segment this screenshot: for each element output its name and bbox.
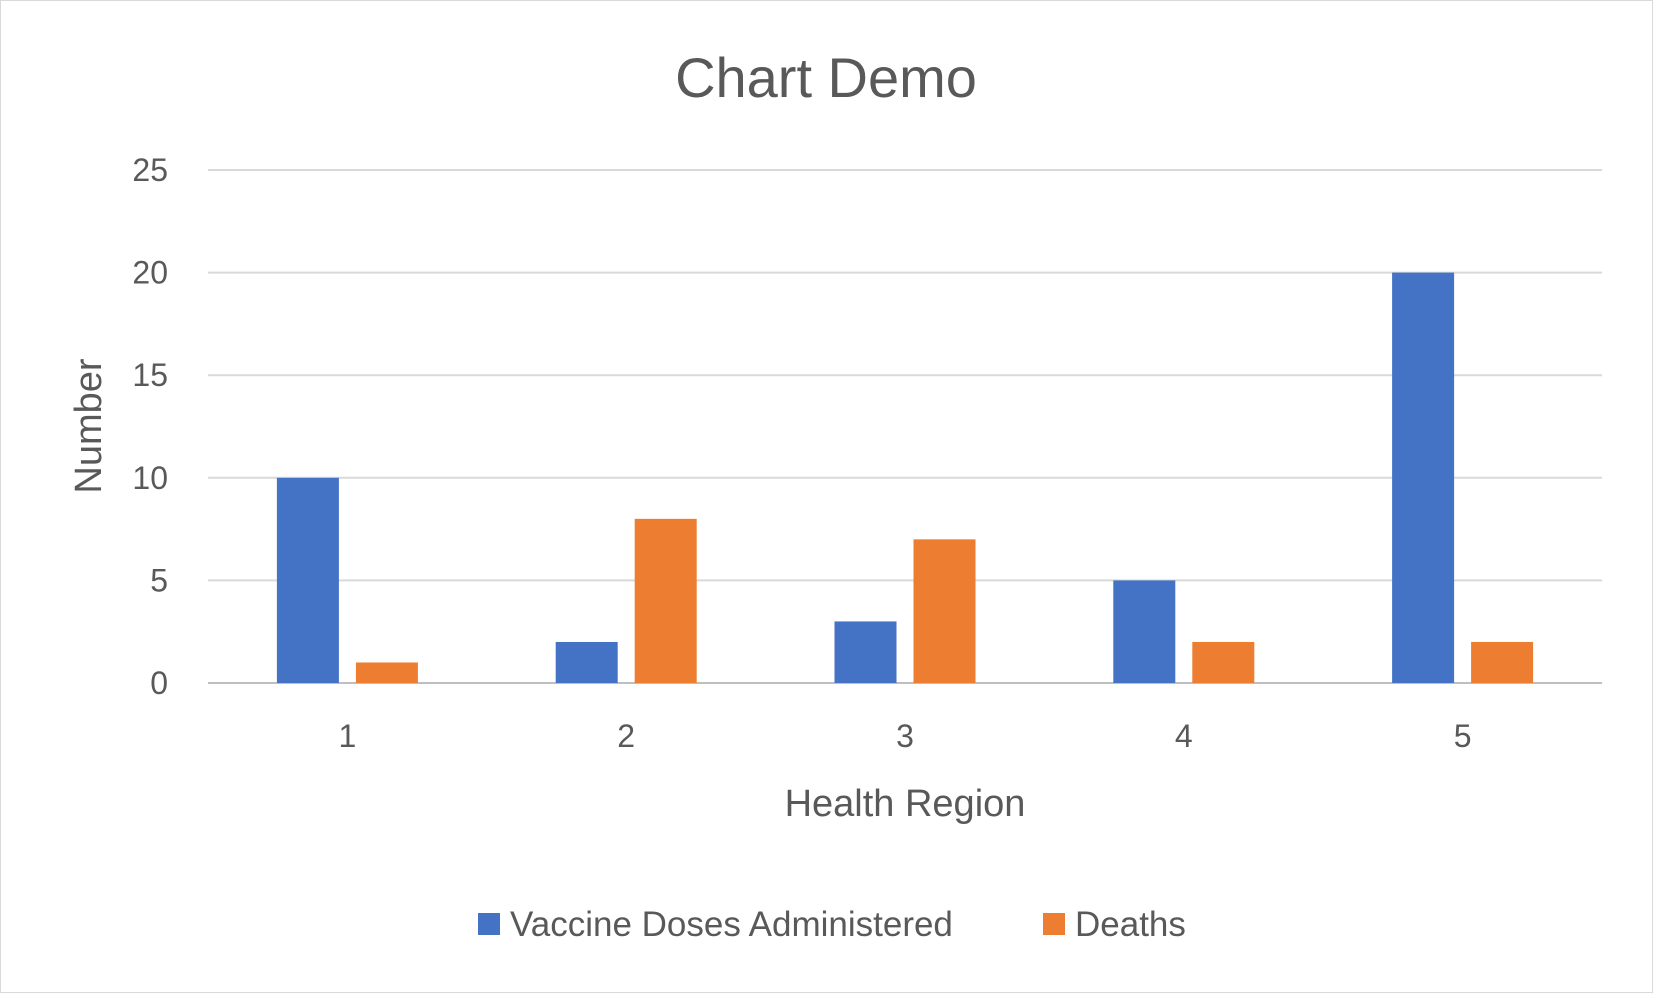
x-tick-label: 1 <box>339 718 357 754</box>
y-tick-label: 5 <box>150 562 168 598</box>
legend-label: Vaccine Doses Administered <box>510 905 953 944</box>
legend: Vaccine Doses Administered Deaths <box>478 905 1186 944</box>
bars <box>276 272 1534 683</box>
y-axis-title: Number <box>68 358 110 493</box>
bar-vaccine-doses <box>276 477 339 683</box>
x-tick-label: 5 <box>1454 718 1472 754</box>
y-tick-label: 0 <box>150 665 168 701</box>
chart-title: Chart Demo <box>675 46 977 109</box>
bar-deaths <box>355 662 418 683</box>
bar-vaccine-doses <box>555 641 618 683</box>
y-tick-label: 10 <box>132 460 168 496</box>
bar-deaths <box>634 518 697 683</box>
legend-swatch <box>478 913 500 935</box>
y-tick-label: 25 <box>132 152 168 188</box>
bar-deaths <box>913 539 976 683</box>
x-axis-title: Health Region <box>785 783 1026 825</box>
x-tick-labels: 1 2 3 4 5 <box>339 718 1472 754</box>
y-tick-label: 20 <box>132 255 168 291</box>
bar-vaccine-doses <box>1113 580 1176 683</box>
grid-lines <box>208 169 1602 684</box>
y-tick-label: 15 <box>132 357 168 393</box>
y-tick-labels: 0 5 10 15 20 25 <box>132 152 168 701</box>
bar-vaccine-doses <box>1392 272 1455 683</box>
legend-swatch <box>1043 913 1065 935</box>
x-tick-label: 2 <box>617 718 635 754</box>
bar-vaccine-doses <box>834 621 897 683</box>
x-tick-label: 3 <box>896 718 914 754</box>
bar-deaths <box>1471 641 1534 683</box>
bar-deaths <box>1192 641 1255 683</box>
legend-label: Deaths <box>1075 905 1186 944</box>
x-tick-label: 4 <box>1175 718 1193 754</box>
